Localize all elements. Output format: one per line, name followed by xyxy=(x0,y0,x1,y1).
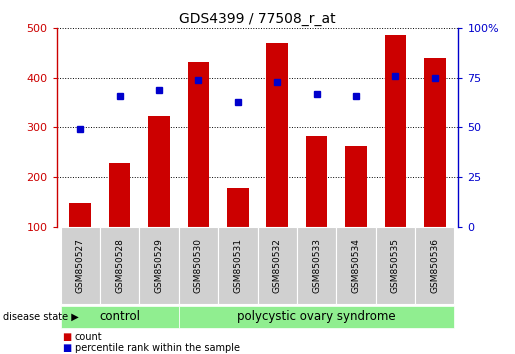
Bar xyxy=(336,227,375,304)
Text: polycystic ovary syndrome: polycystic ovary syndrome xyxy=(237,310,396,323)
Bar xyxy=(100,227,140,304)
Text: GSM850532: GSM850532 xyxy=(272,238,282,293)
Text: GSM850534: GSM850534 xyxy=(351,238,360,293)
Text: GSM850528: GSM850528 xyxy=(115,238,124,293)
Bar xyxy=(227,188,249,227)
Text: GSM850531: GSM850531 xyxy=(233,238,243,293)
Bar xyxy=(415,227,454,304)
Bar xyxy=(297,227,336,304)
Bar xyxy=(266,43,288,227)
Bar xyxy=(140,227,179,304)
Text: percentile rank within the sample: percentile rank within the sample xyxy=(75,343,239,353)
Bar xyxy=(61,227,100,304)
Text: control: control xyxy=(99,310,140,323)
Bar xyxy=(179,306,454,328)
Bar xyxy=(385,35,406,227)
Text: GSM850530: GSM850530 xyxy=(194,238,203,293)
Bar xyxy=(61,306,179,328)
Bar xyxy=(187,62,209,227)
Bar xyxy=(375,227,415,304)
Bar xyxy=(70,203,91,227)
Bar xyxy=(258,227,297,304)
Bar xyxy=(109,163,130,227)
Text: GSM850536: GSM850536 xyxy=(430,238,439,293)
Text: disease state ▶: disease state ▶ xyxy=(3,312,78,322)
Text: ■: ■ xyxy=(62,332,71,342)
Text: ■: ■ xyxy=(62,343,71,353)
Text: GSM850533: GSM850533 xyxy=(312,238,321,293)
Bar xyxy=(148,116,170,227)
Bar xyxy=(306,136,328,227)
Bar xyxy=(345,146,367,227)
Text: GSM850529: GSM850529 xyxy=(154,238,164,293)
Bar xyxy=(179,227,218,304)
Text: GDS4399 / 77508_r_at: GDS4399 / 77508_r_at xyxy=(179,12,336,27)
Text: count: count xyxy=(75,332,102,342)
Bar xyxy=(218,227,258,304)
Text: GSM850527: GSM850527 xyxy=(76,238,85,293)
Text: GSM850535: GSM850535 xyxy=(391,238,400,293)
Bar xyxy=(424,58,445,227)
